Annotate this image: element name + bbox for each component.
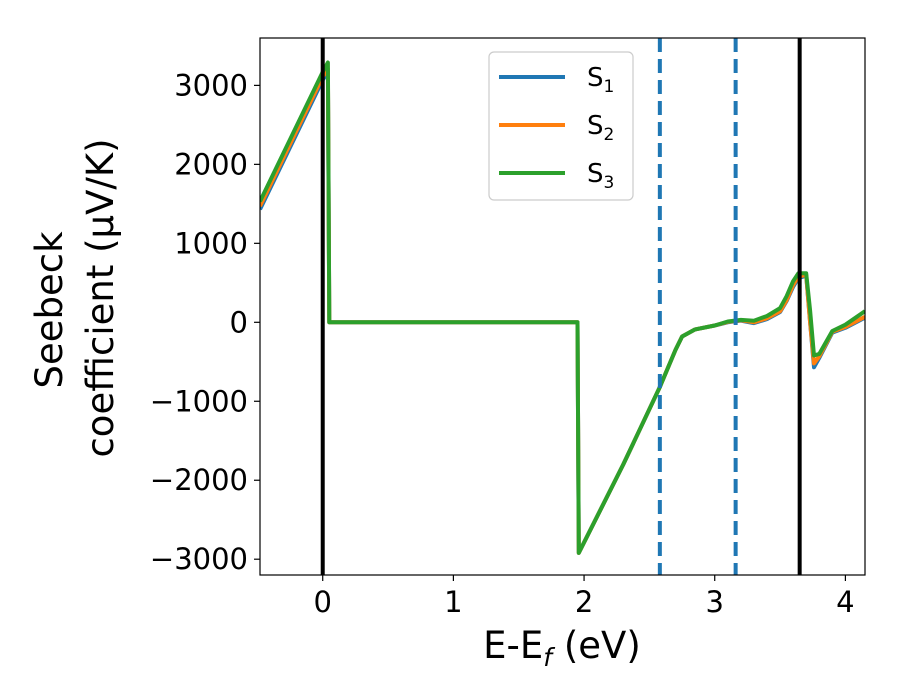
y-axis-label-line1: Seebeck xyxy=(28,231,71,389)
x-tick-label: 3 xyxy=(706,585,724,619)
x-tick-label: 1 xyxy=(444,585,462,619)
legend: S1 S2 S3 xyxy=(488,51,634,201)
legend-label-s1: S1 xyxy=(587,63,614,97)
plot-area xyxy=(260,38,865,575)
legend-label-s2: S2 xyxy=(587,111,614,145)
x-axis-label: E-Ef (eV) xyxy=(483,624,641,672)
x-axis: 0 1 2 3 4 xyxy=(313,575,855,619)
y-tick-label: −2000 xyxy=(150,463,248,497)
y-tick-label: 0 xyxy=(230,305,248,339)
y-tick-label: −3000 xyxy=(150,542,248,576)
y-tick-label: 3000 xyxy=(174,68,248,102)
x-tick-label: 2 xyxy=(575,585,593,619)
legend-label-s3: S3 xyxy=(587,159,614,193)
y-axis-label-line2: coefficient (μV/K) xyxy=(79,138,122,457)
x-tick-label: 4 xyxy=(836,585,854,619)
y-tick-label: 1000 xyxy=(174,226,248,260)
y-tick-label: 2000 xyxy=(174,147,248,181)
x-axis-label-unit: (eV) xyxy=(552,624,641,667)
x-axis-label-main: E-E xyxy=(483,624,543,667)
plot-frame xyxy=(259,37,866,576)
x-tick-label: 0 xyxy=(313,585,331,619)
y-axis: 3000 2000 1000 0 −1000 −2000 −3000 xyxy=(150,68,260,576)
y-tick-label: −1000 xyxy=(150,384,248,418)
